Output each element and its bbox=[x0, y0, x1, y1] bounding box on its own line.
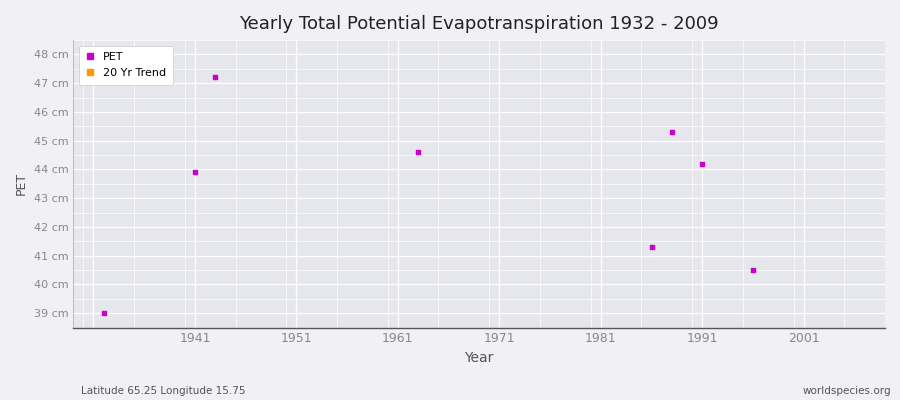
PET bbox=[746, 267, 760, 273]
Text: worldspecies.org: worldspecies.org bbox=[803, 386, 891, 396]
PET bbox=[96, 310, 111, 316]
Y-axis label: PET: PET bbox=[15, 172, 28, 196]
Title: Yearly Total Potential Evapotranspiration 1932 - 2009: Yearly Total Potential Evapotranspiratio… bbox=[239, 15, 719, 33]
PET bbox=[665, 129, 680, 135]
X-axis label: Year: Year bbox=[464, 351, 494, 365]
PET bbox=[188, 169, 202, 176]
Legend: PET, 20 Yr Trend: PET, 20 Yr Trend bbox=[78, 46, 173, 85]
PET bbox=[411, 149, 426, 156]
Text: Latitude 65.25 Longitude 15.75: Latitude 65.25 Longitude 15.75 bbox=[81, 386, 246, 396]
PET bbox=[208, 74, 222, 81]
PET bbox=[644, 244, 659, 250]
PET bbox=[695, 160, 709, 167]
